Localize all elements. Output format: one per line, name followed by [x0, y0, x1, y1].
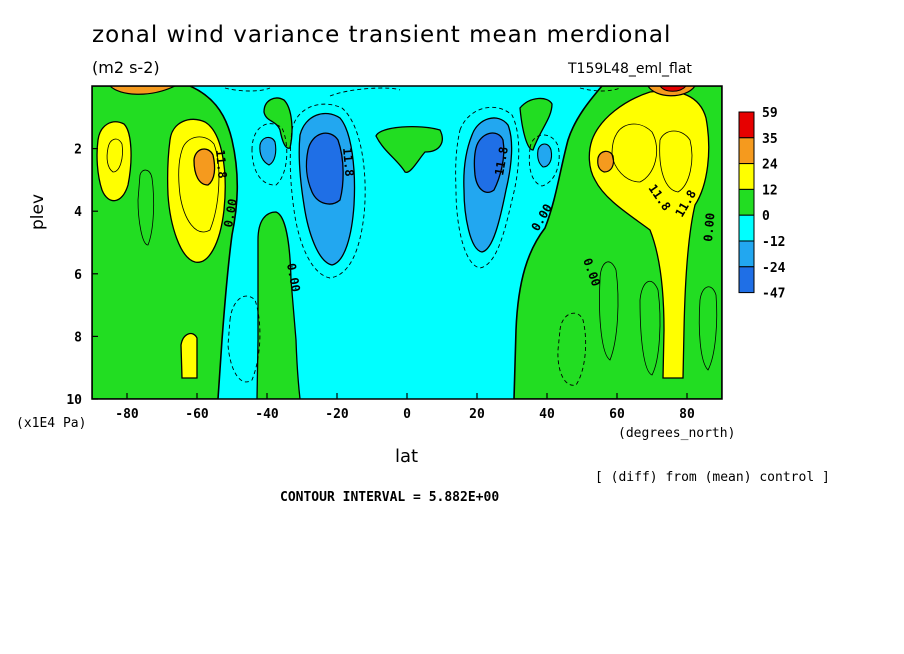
negative-contours: [224, 87, 621, 386]
x-tick-label: 20: [469, 407, 485, 422]
field-dark-blue-south: [305, 132, 344, 205]
colorbar-label: -12: [762, 235, 785, 250]
y-tick-label: 8: [74, 330, 82, 345]
field-green-blob-center: [375, 126, 443, 173]
x-tick-label: -20: [325, 407, 349, 422]
x-axis-label: lat: [395, 446, 419, 467]
y-tick-label: 10: [66, 393, 82, 408]
x-axis-unit: (degrees_north): [618, 426, 736, 441]
run-label: T159L48_eml_flat: [568, 61, 692, 77]
contour-interval: CONTOUR INTERVAL = 5.882E+00: [280, 490, 500, 505]
chart-units: (m2 s-2): [92, 58, 160, 77]
colorbar-swatch: [738, 163, 755, 190]
colorbar-label: 12: [762, 183, 778, 198]
field-blue-north-small: [537, 143, 553, 168]
y-axis-unit: (x1E4 Pa): [16, 416, 87, 431]
colorbar-swatch: [738, 240, 755, 268]
colorbar-label: 59: [762, 106, 778, 121]
colorbar: 59 35 24 12 0 -12 -24 -47: [738, 106, 786, 302]
colorbar-label: 35: [762, 132, 778, 147]
contour-label: 0.00: [701, 212, 717, 242]
colorbar-swatch: [738, 188, 755, 216]
x-tick-label: 60: [609, 407, 625, 422]
contour-label: 11.8: [213, 149, 229, 179]
x-tick-label: 80: [679, 407, 695, 422]
colorbar-label: 0: [762, 209, 770, 224]
contour-label: 0.00: [221, 198, 240, 229]
colorbar-swatch: [738, 111, 755, 139]
x-tick-label: -80: [115, 407, 139, 422]
y-axis: 2 4 6 8 10: [66, 143, 98, 408]
field-blue-south-small: [259, 136, 277, 166]
colorbar-label: -24: [762, 261, 786, 276]
field-dark-blue-north: [473, 132, 505, 193]
positive-contours: [106, 123, 718, 376]
field-orange-north: [597, 150, 615, 173]
colorbar-swatch: [738, 214, 755, 242]
colorbar-swatch: [738, 137, 755, 165]
y-tick-label: 2: [74, 143, 82, 158]
y-tick-label: 4: [74, 205, 82, 220]
field-orange-south: [193, 148, 216, 186]
colorbar-label: 24: [762, 158, 778, 173]
x-tick-label: 0: [403, 407, 411, 422]
field-yellow-south-low: [180, 332, 198, 379]
colorbar-label: -47: [762, 287, 785, 302]
y-tick-label: 6: [74, 268, 82, 283]
chart-title: zonal wind variance transient mean merdi…: [92, 22, 672, 48]
contour-label: 11.8: [340, 147, 356, 177]
x-tick-label: -40: [255, 407, 279, 422]
x-tick-label: 40: [539, 407, 555, 422]
colorbar-swatch: [738, 266, 755, 294]
x-tick-label: -60: [185, 407, 209, 422]
contour-label: 11.8: [492, 146, 511, 177]
contour-label: 0.00: [284, 262, 303, 293]
field-yellow-south-outer: [96, 121, 132, 202]
difference-note: [ (diff) from (mean) control ]: [595, 470, 830, 485]
x-axis: -80 -60 -40 -20 0 20 40 60 80: [115, 393, 695, 422]
field-green-column-south: [256, 211, 301, 399]
field-green-blob-top-north: [519, 97, 553, 151]
plot-area: [92, 86, 722, 399]
